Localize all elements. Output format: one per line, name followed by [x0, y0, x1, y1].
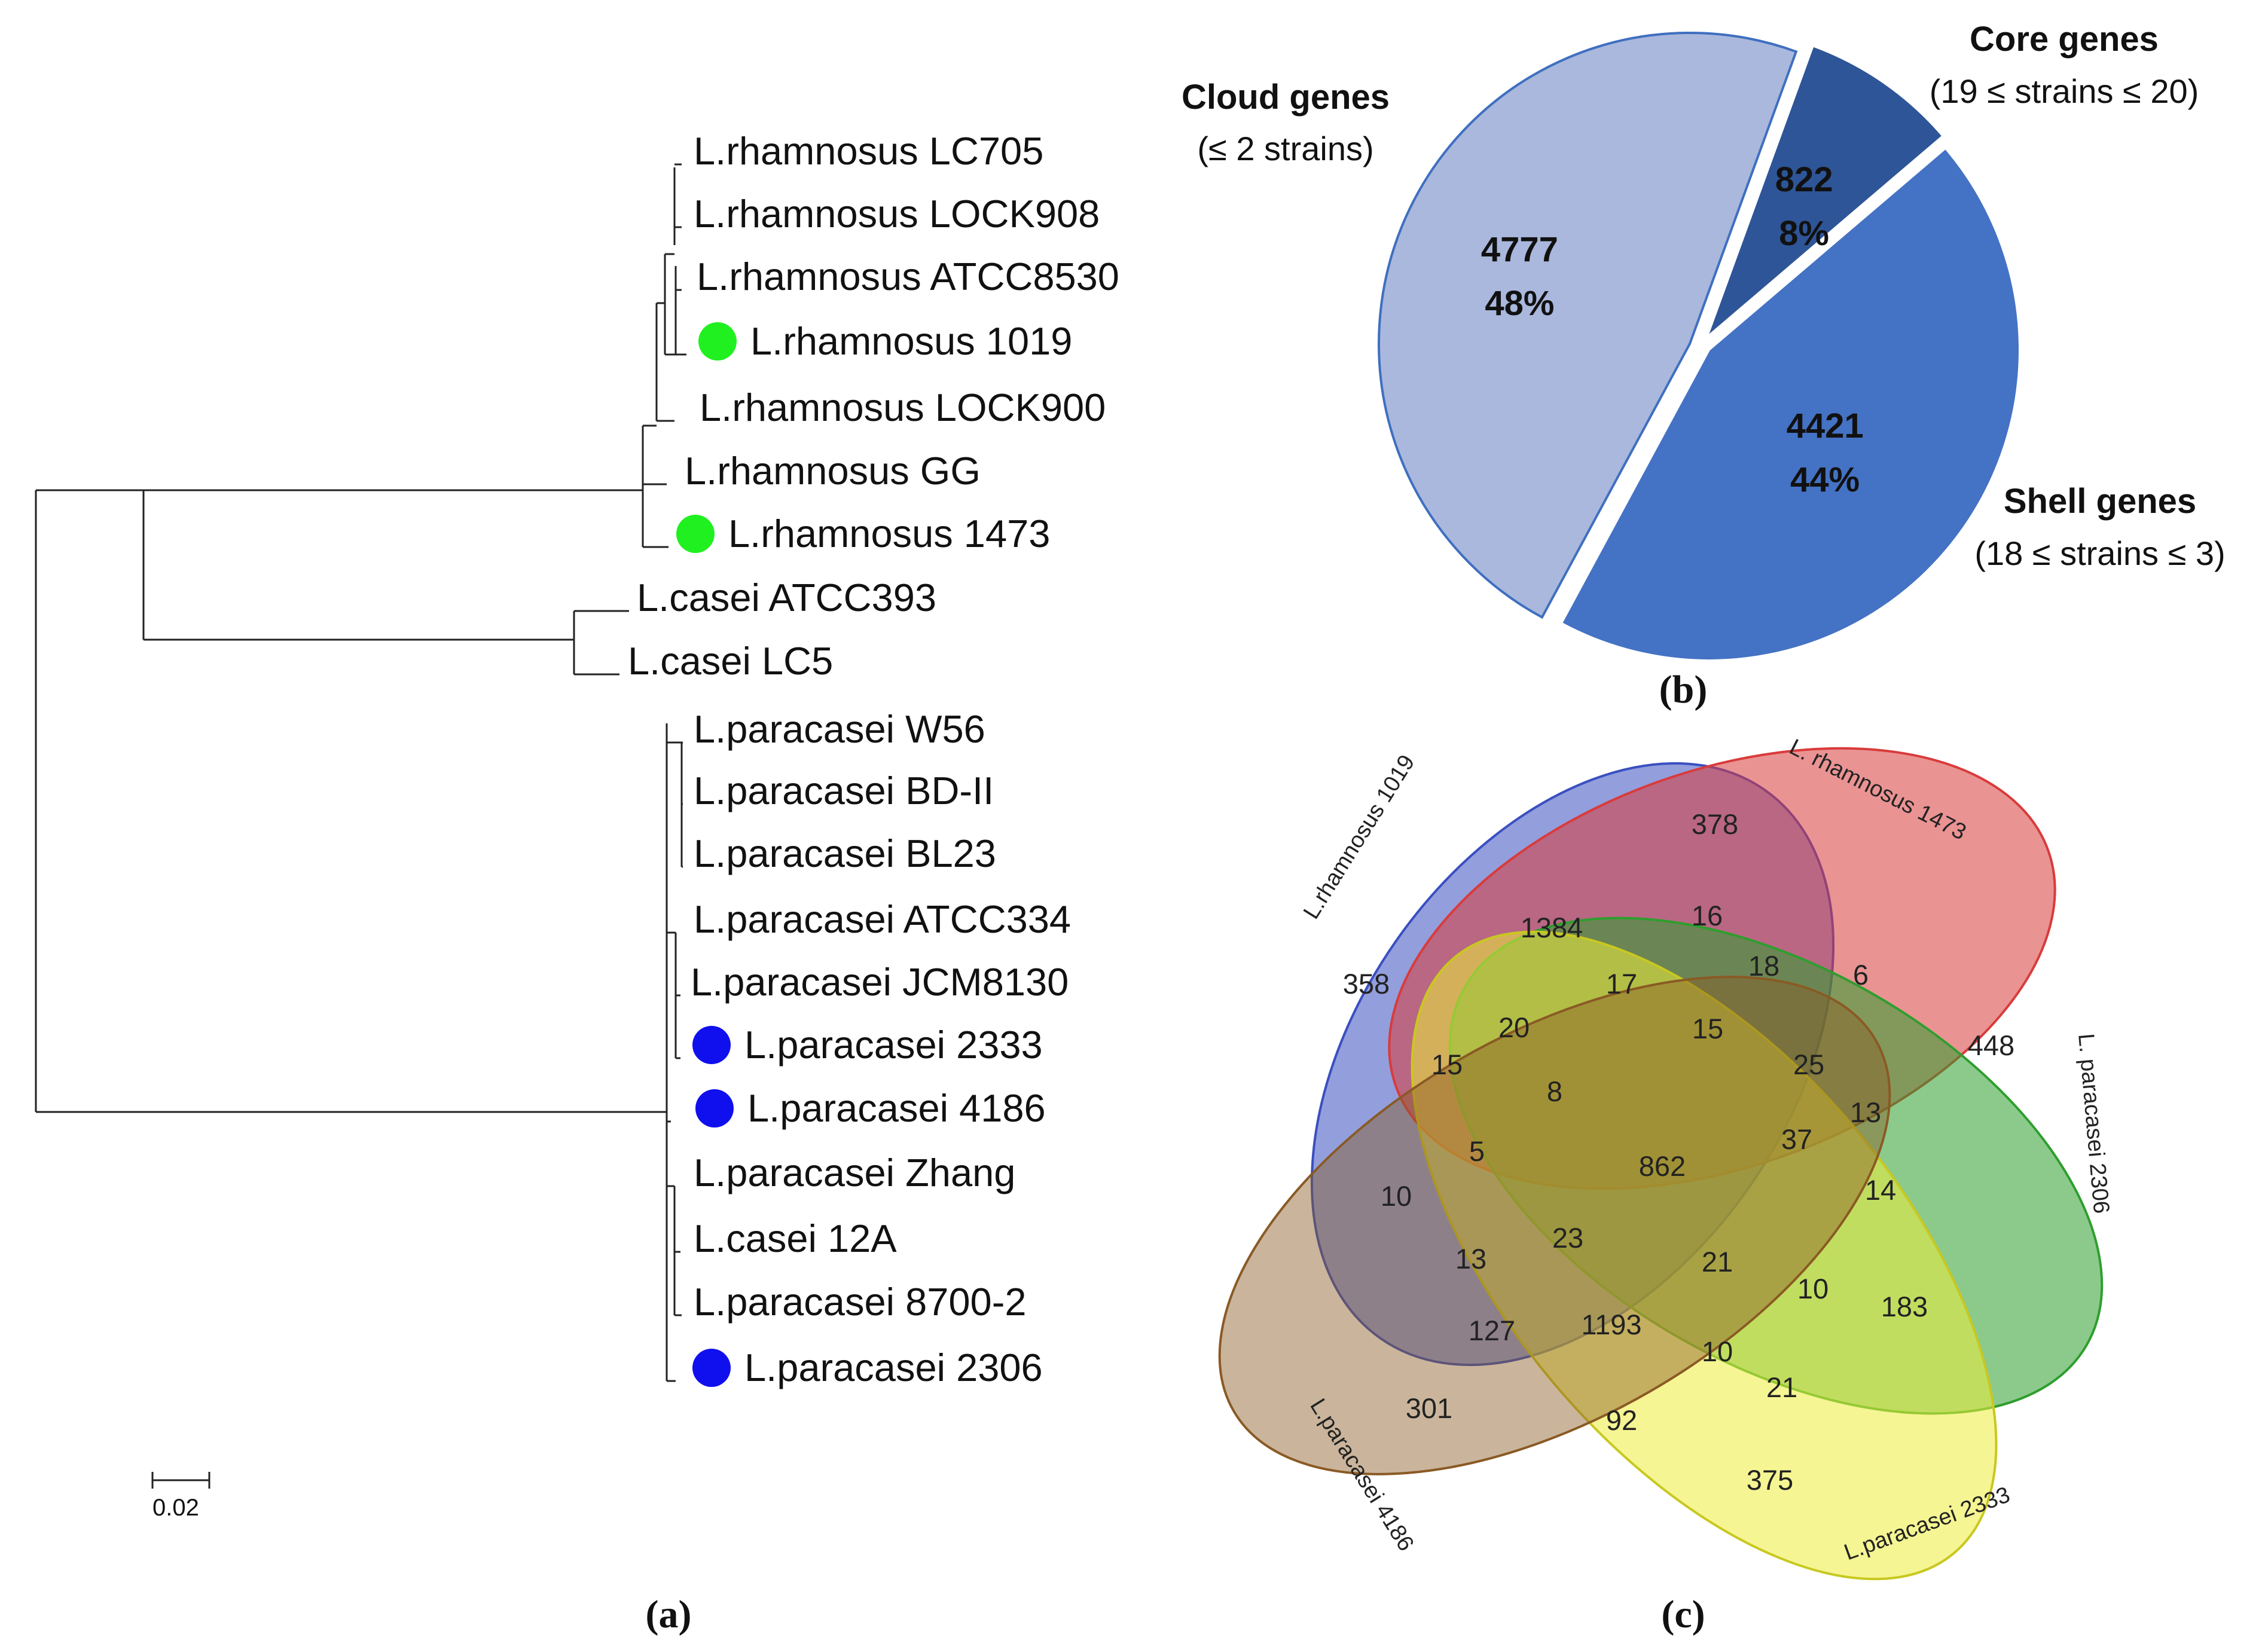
venn-count: 10 [1797, 1273, 1829, 1304]
venn-count: 10 [1702, 1336, 1733, 1367]
venn-count: 14 [1865, 1174, 1896, 1206]
venn-count: 1384 [1521, 912, 1583, 943]
tree-tip-label: L.paracasei BD-II [694, 769, 994, 812]
venn-count: 20 [1498, 1012, 1530, 1043]
venn-count: 1193 [1581, 1309, 1641, 1340]
tree-tip-label: L.rhamnosus GG [685, 449, 981, 493]
pie-label-core-title: Core genes [1970, 20, 2159, 59]
venn-count: 301 [1406, 1392, 1452, 1424]
venn-count: 127 [1469, 1315, 1515, 1346]
venn-label-paracasei-2306: L. paracasei 2306 [2073, 1032, 2114, 1215]
venn-count: 21 [1766, 1371, 1797, 1403]
venn-count: 92 [1606, 1404, 1637, 1436]
strain-marker-dot [692, 1026, 731, 1064]
venn-count: 378 [1692, 808, 1738, 840]
tree-tip-label: L.paracasei 8700-2 [694, 1280, 1027, 1324]
pie-slice-value: 4421 [1787, 407, 1864, 445]
pie-label-shell-title: Shell genes [2004, 482, 2196, 521]
venn-count: 358 [1343, 968, 1390, 1000]
tree-tip-label: L.paracasei 4186 [747, 1086, 1046, 1130]
venn-count: 448 [1968, 1029, 2014, 1061]
pie-label-cloud-condition: (≤ 2 strains) [1197, 130, 1373, 167]
venn-count: 15 [1431, 1049, 1463, 1080]
tree-tip-label: L.casei LC5 [628, 639, 833, 683]
strain-marker-dot [692, 1349, 731, 1387]
pie-label-cloud-title: Cloud genes [1182, 78, 1390, 117]
tree-tip-label: L.rhamnosus LC705 [694, 129, 1043, 173]
venn-count: 6 [1853, 959, 1869, 991]
scale-bar: 0.02 [151, 1472, 210, 1521]
panel-a-label: (a) [646, 1593, 692, 1636]
tree-tip-label: L.paracasei 2333 [744, 1023, 1043, 1067]
strain-marker-dot [676, 515, 715, 553]
tree-tip-label: L.paracasei W56 [694, 707, 985, 751]
tree-tip-label: L.rhamnosus ATCC8530 [697, 255, 1119, 298]
tree-tip-label: L.rhamnosus 1019 [750, 319, 1072, 363]
venn-count: 10 [1381, 1180, 1412, 1212]
venn-set-paracasei-4186 [1218, 976, 1891, 1475]
venn-count: 16 [1692, 900, 1723, 931]
tree-tip-label: L.casei 12A [694, 1217, 897, 1260]
tree-tip-label: L.paracasei 2306 [744, 1346, 1043, 1389]
tree-tip-label: L.paracasei Zhang [694, 1151, 1015, 1194]
venn-count: 5 [1469, 1135, 1485, 1167]
tree-tip-label: L.rhamnosus LOCK900 [700, 386, 1106, 429]
venn-count: 183 [1881, 1291, 1928, 1322]
venn-set-paracasei-2333 [1411, 930, 1998, 1581]
venn-count: 862 [1639, 1150, 1686, 1182]
venn-count: 8 [1547, 1075, 1562, 1107]
strain-marker-dot [695, 1089, 734, 1128]
venn-diagram [1218, 747, 2104, 1581]
venn-count: 15 [1692, 1013, 1723, 1044]
venn-count: 13 [1455, 1243, 1486, 1275]
tree-tip-label: L.rhamnosus 1473 [728, 512, 1050, 555]
tree-tips: L.rhamnosus LC705 L.rhamnosus LOCK908 L.rh… [628, 129, 1119, 1389]
venn-count: 21 [1702, 1246, 1733, 1278]
pie-slice [1559, 146, 2021, 662]
pie-slice-value: 4777 [1481, 230, 1558, 269]
venn-counts: 378 1384 16 18 6 358 17 15 20 25 448 15 … [1343, 808, 2014, 1496]
panel-b-label: (b) [1659, 668, 1708, 711]
venn-count: 13 [1850, 1096, 1881, 1128]
venn-count: 17 [1606, 968, 1637, 1000]
tree-tip-label: L.paracasei BL23 [694, 832, 996, 875]
pie-slice [1378, 32, 1798, 619]
panel-c-label: (c) [1661, 1593, 1705, 1636]
venn-label-rhamnosus-1019: L.rhamnosus 1019 [1299, 751, 1420, 924]
pie-slice-value: 822 [1775, 160, 1833, 199]
pie-label-shell-condition: (18 ≤ strains ≤ 3) [1974, 534, 2225, 572]
pie-slice-percent: 48% [1485, 284, 1554, 323]
venn-count: 18 [1748, 950, 1779, 982]
pie-chart: 822 8% 4421 44% 4777 48% [1378, 32, 2021, 662]
pie-label-core-condition: (19 ≤ strains ≤ 20) [1930, 72, 2199, 110]
phylogenetic-tree [35, 163, 686, 1382]
venn-count: 23 [1552, 1222, 1583, 1254]
tree-tip-label: L.paracasei JCM8130 [691, 960, 1069, 1004]
tree-tip-label: L.casei ATCC393 [637, 576, 936, 619]
pie-slice [1704, 44, 1945, 342]
pie-slice-percent: 8% [1779, 214, 1829, 253]
venn-count: 25 [1793, 1049, 1824, 1080]
tree-tip-label: L.paracasei ATCC334 [694, 897, 1071, 941]
venn-count: 37 [1781, 1123, 1812, 1155]
strain-marker-dot [698, 322, 737, 360]
tree-tip-label: L.rhamnosus LOCK908 [694, 192, 1100, 236]
pie-slice-percent: 44% [1790, 460, 1860, 499]
venn-count: 375 [1747, 1464, 1793, 1496]
scale-bar-label: 0.02 [152, 1495, 199, 1521]
